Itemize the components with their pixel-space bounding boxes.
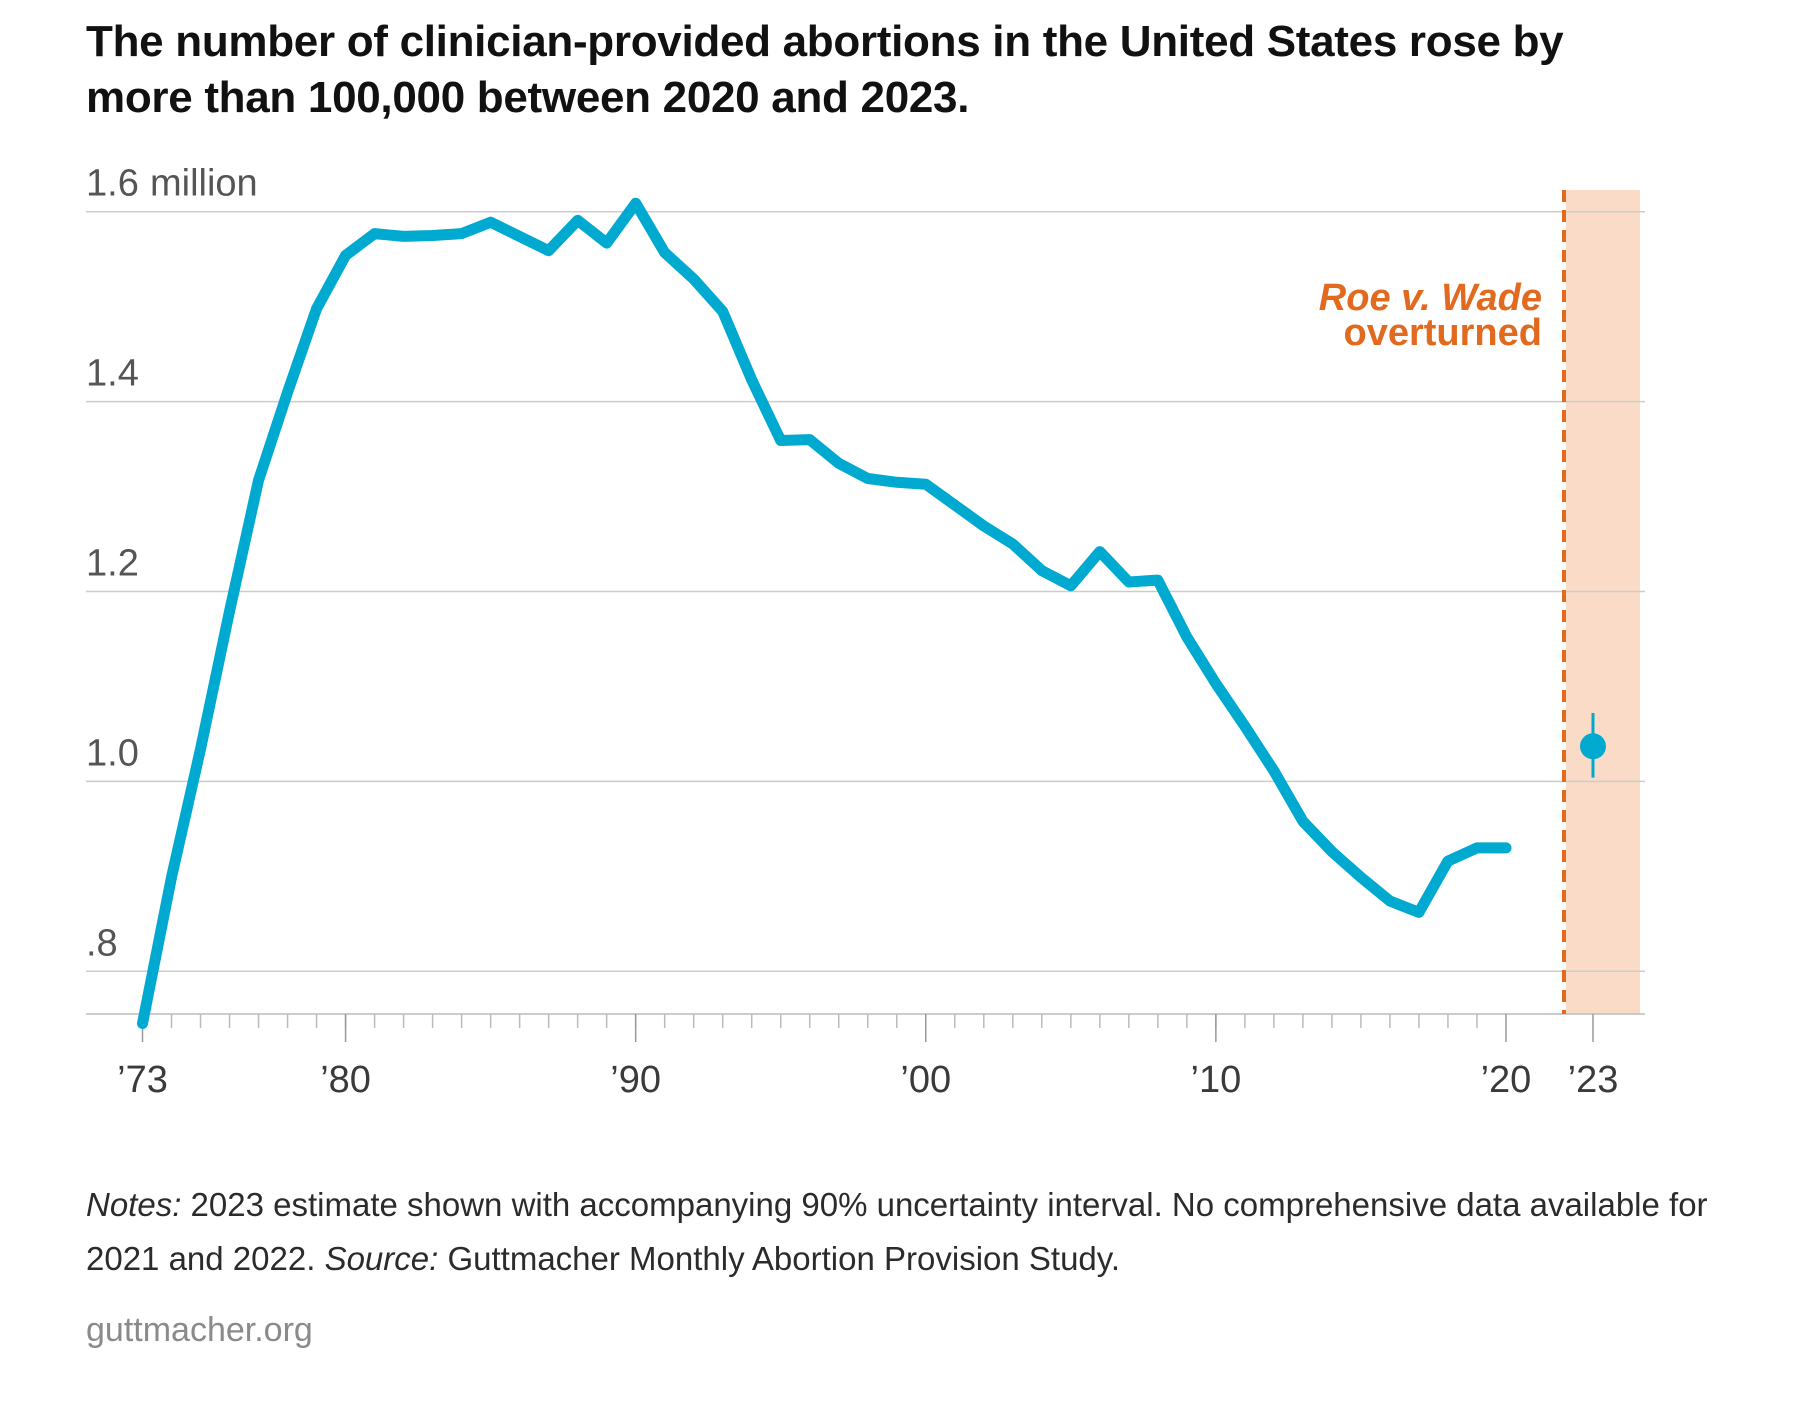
series-layer (137, 197, 1606, 1029)
x-tick-label: ’73 (117, 1059, 168, 1101)
x-tick-label: ’20 (1481, 1059, 1532, 1101)
chart-title: The number of clinician-provided abortio… (86, 17, 1564, 122)
roe-label-line2: overturned (1343, 312, 1541, 354)
x-tick-label: ’10 (1191, 1059, 1242, 1101)
y-axis-unit-label: million (150, 163, 258, 205)
series-line-0 (137, 197, 1512, 1029)
post-roe-shaded-region (1565, 190, 1640, 1014)
post-roe-shade-layer (1565, 190, 1640, 1014)
x-tick-label: ’80 (320, 1059, 371, 1101)
y-tick-label: 1.4 (86, 353, 139, 395)
tick-labels: .8 1.0 1.2 1.4 1.6 million ’73 ’80 ’90 ’00 ’10 ’20 ’… (86, 163, 1618, 1101)
x-axis (86, 1013, 1645, 1042)
roe-label-line1: Roe v. Wade (1319, 277, 1542, 319)
notes-label: Notes: (86, 1186, 182, 1223)
gridlines (86, 210, 1645, 973)
line-chart: .8 1.0 1.2 1.4 1.6 million ’73 ’80 ’90 ’00 ’10 ’20 ’… (86, 163, 1645, 1101)
x-tick-label: ’23 (1568, 1059, 1619, 1101)
y-tick-label: .8 (86, 922, 118, 964)
chart-notes: Notes: 2023 estimate shown with accompan… (86, 1178, 1726, 1286)
y-tick-label: 1.6 (86, 163, 139, 205)
x-tick-label: ’90 (610, 1059, 661, 1101)
source-text: Guttmacher Monthly Abortion Provision St… (438, 1240, 1121, 1277)
notes-text: 2023 estimate shown with accompanying 90… (86, 1186, 1708, 1277)
x-tick-label: ’00 (900, 1059, 951, 1101)
source-label: Source: (324, 1240, 439, 1277)
estimate-2023-point (1579, 733, 1606, 760)
y-tick-label: 1.0 (86, 732, 139, 774)
annotations: Roe v. Wade overturned (1319, 277, 1542, 354)
y-tick-label: 1.2 (86, 543, 139, 585)
site-credit[interactable]: guttmacher.org (86, 1311, 313, 1349)
minor-ticks (170, 1014, 1478, 1028)
